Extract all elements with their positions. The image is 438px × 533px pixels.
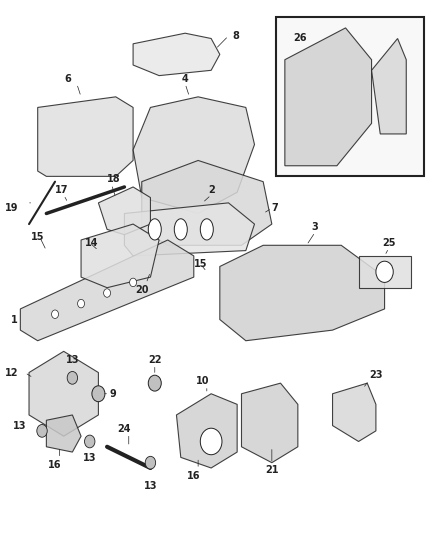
Ellipse shape	[200, 219, 213, 240]
Polygon shape	[133, 33, 220, 76]
Text: 12: 12	[5, 368, 18, 377]
Circle shape	[104, 289, 110, 297]
Text: 14: 14	[85, 238, 99, 248]
Circle shape	[78, 300, 85, 308]
Text: 18: 18	[107, 174, 121, 184]
Circle shape	[85, 435, 95, 448]
Polygon shape	[332, 383, 376, 441]
Polygon shape	[29, 351, 99, 436]
Polygon shape	[99, 187, 150, 235]
Ellipse shape	[174, 219, 187, 240]
Polygon shape	[371, 38, 406, 134]
Polygon shape	[241, 383, 298, 463]
Text: 22: 22	[148, 354, 162, 365]
Text: 7: 7	[272, 203, 279, 213]
Text: 15: 15	[194, 259, 207, 269]
Ellipse shape	[148, 219, 161, 240]
Text: 13: 13	[83, 453, 97, 463]
Circle shape	[130, 278, 137, 287]
Polygon shape	[142, 160, 272, 245]
Polygon shape	[133, 97, 254, 214]
Text: 16: 16	[48, 460, 62, 470]
Text: 8: 8	[233, 31, 240, 41]
Text: 6: 6	[65, 74, 71, 84]
Text: 2: 2	[208, 185, 215, 195]
Text: 3: 3	[312, 222, 318, 232]
Text: 1: 1	[11, 314, 18, 325]
Text: 20: 20	[135, 285, 148, 295]
Polygon shape	[285, 28, 371, 166]
Text: 10: 10	[196, 376, 209, 386]
Text: 9: 9	[109, 389, 116, 399]
Circle shape	[148, 375, 161, 391]
Text: 25: 25	[382, 238, 396, 248]
Circle shape	[376, 261, 393, 282]
Text: 21: 21	[265, 465, 279, 475]
Polygon shape	[177, 394, 237, 468]
Text: 24: 24	[118, 424, 131, 433]
Text: 23: 23	[369, 370, 383, 381]
Circle shape	[145, 456, 155, 469]
Polygon shape	[46, 415, 81, 452]
Text: 19: 19	[5, 203, 18, 213]
Circle shape	[67, 372, 78, 384]
Text: 4: 4	[182, 74, 188, 84]
Text: 26: 26	[293, 33, 307, 43]
Text: 13: 13	[13, 421, 27, 431]
Text: 17: 17	[55, 185, 68, 195]
Polygon shape	[359, 256, 410, 288]
Circle shape	[92, 386, 105, 402]
Text: 13: 13	[144, 481, 157, 491]
Bar	[276, 17, 424, 176]
Circle shape	[52, 310, 59, 318]
Circle shape	[37, 424, 47, 437]
Polygon shape	[38, 97, 133, 176]
Polygon shape	[220, 245, 385, 341]
Text: 13: 13	[66, 354, 79, 365]
Polygon shape	[124, 203, 254, 256]
Polygon shape	[20, 240, 194, 341]
Circle shape	[200, 428, 222, 455]
Text: 15: 15	[31, 232, 45, 243]
Text: 16: 16	[187, 471, 201, 481]
Polygon shape	[81, 224, 159, 288]
